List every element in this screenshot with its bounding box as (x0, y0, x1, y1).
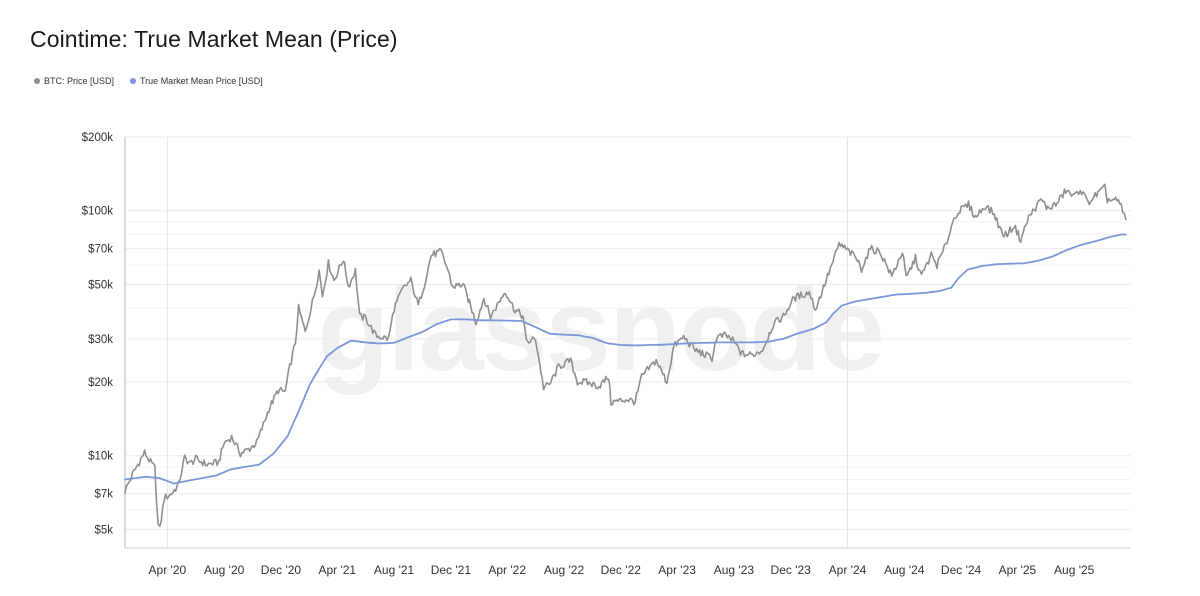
chart-title: Cointime: True Market Mean (Price) (30, 26, 398, 52)
x-tick-label: Apr '21 (318, 563, 356, 577)
y-tick-label: $30k (88, 334, 113, 346)
legend-item-btc-price[interactable]: BTC: Price [USD] (34, 76, 114, 86)
x-tick-label: Aug '24 (884, 563, 925, 577)
legend-dot-btc-price (34, 78, 40, 84)
x-tick-label: Apr '22 (488, 563, 526, 577)
y-tick-label: $50k (88, 279, 113, 291)
y-tick-label: $100k (82, 206, 114, 218)
x-tick-label: Apr '25 (999, 563, 1037, 577)
x-tick-label: Apr '23 (658, 563, 696, 577)
legend: BTC: Price [USD] True Market Mean Price … (34, 76, 263, 86)
x-tick-label: Dec '22 (601, 563, 642, 577)
y-tick-label: $70k (88, 244, 113, 256)
x-tick-label: Aug '22 (544, 563, 585, 577)
x-tick-label: Apr '24 (829, 563, 867, 577)
series-line-btc-price (124, 183, 1127, 527)
y-tick-label: $200k (82, 132, 114, 144)
x-tick-label: Apr '20 (149, 563, 187, 577)
x-tick-label: Aug '20 (204, 563, 245, 577)
watermark: glassnode (317, 264, 883, 396)
y-tick-label: $10k (88, 451, 113, 463)
x-tick-label: Aug '25 (1054, 563, 1095, 577)
x-tick-label: Aug '21 (374, 563, 415, 577)
legend-label-btc-price: BTC: Price [USD] (44, 76, 115, 86)
legend-item-true-market-mean[interactable]: True Market Mean Price [USD] (130, 76, 263, 86)
x-tick-label: Dec '24 (941, 563, 982, 577)
y-tick-label: $7k (94, 489, 113, 501)
series-line-true-market-mean (124, 233, 1127, 485)
x-tick-label: Aug '23 (714, 563, 755, 577)
y-tick-label: $20k (88, 377, 113, 389)
x-tick-label: Dec '20 (261, 563, 302, 577)
x-tick-label: Dec '21 (431, 563, 472, 577)
legend-label-true-market-mean: True Market Mean Price [USD] (140, 76, 263, 86)
x-tick-label: Dec '23 (771, 563, 812, 577)
legend-dot-true-market-mean (130, 78, 137, 84)
y-tick-label: $5k (94, 524, 113, 536)
